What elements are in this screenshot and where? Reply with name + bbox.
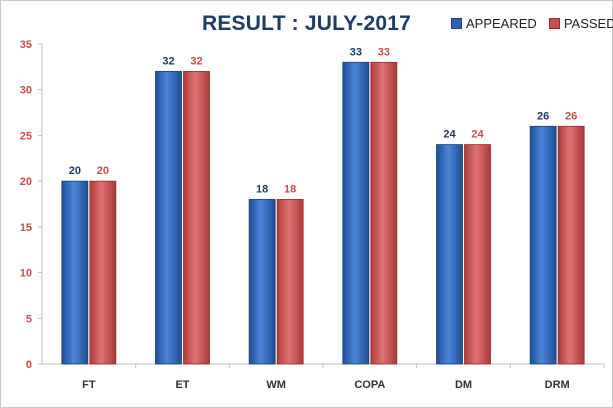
legend-label-appeared: APPEARED [466, 15, 537, 31]
y-tick-label: 25 [20, 130, 32, 142]
legend-item-passed: PASSED [548, 15, 613, 31]
data-label-appeared: 20 [69, 165, 81, 177]
data-label-passed: 18 [284, 183, 296, 195]
bar-passed [183, 71, 210, 365]
x-category-label: DM [455, 379, 472, 391]
x-category-label: WM [266, 379, 286, 391]
bar-passed [89, 180, 117, 365]
data-label-passed: 33 [378, 46, 390, 58]
data-label-passed: 32 [190, 55, 202, 67]
data-label-appeared: 18 [256, 183, 268, 195]
bar-appeared [248, 199, 276, 365]
bar-appeared [61, 180, 89, 365]
data-label-appeared: 33 [350, 46, 362, 58]
bar-appeared [342, 61, 370, 365]
data-label-passed: 26 [565, 110, 577, 122]
y-tick-label: 20 [20, 176, 32, 188]
bar-passed [276, 199, 304, 365]
y-tick-label: 0 [26, 359, 32, 371]
bar-passed [557, 125, 585, 365]
y-tick-label: 10 [20, 268, 32, 280]
chart-title: RESULT : JULY-2017 [201, 12, 411, 35]
legend: APPEARED PASSED [451, 14, 613, 32]
bar-appeared [436, 144, 463, 365]
data-label-appeared: 26 [537, 110, 549, 122]
x-category-label: DRM [545, 379, 570, 391]
bar-appeared [155, 71, 182, 365]
y-tick-label: 30 [20, 85, 32, 97]
data-label-passed: 24 [471, 129, 484, 141]
x-category-label: FT [82, 379, 96, 391]
bar-passed [370, 61, 398, 365]
data-label-appeared: 24 [443, 129, 456, 141]
data-label-appeared: 32 [162, 55, 174, 67]
y-tick-label: 35 [20, 39, 32, 51]
y-tick-label: 5 [26, 313, 32, 325]
data-label-passed: 20 [97, 165, 109, 177]
legend-label-passed: PASSED [563, 15, 613, 31]
x-category-label: COPA [354, 379, 385, 391]
x-category-label: ET [175, 379, 189, 391]
legend-swatch-appeared [451, 17, 462, 29]
legend-item-appeared: APPEARED [451, 16, 537, 31]
bar-appeared [529, 125, 557, 365]
y-tick-label: 15 [20, 222, 32, 234]
bar-passed [464, 144, 491, 365]
legend-swatch-passed [548, 17, 560, 29]
